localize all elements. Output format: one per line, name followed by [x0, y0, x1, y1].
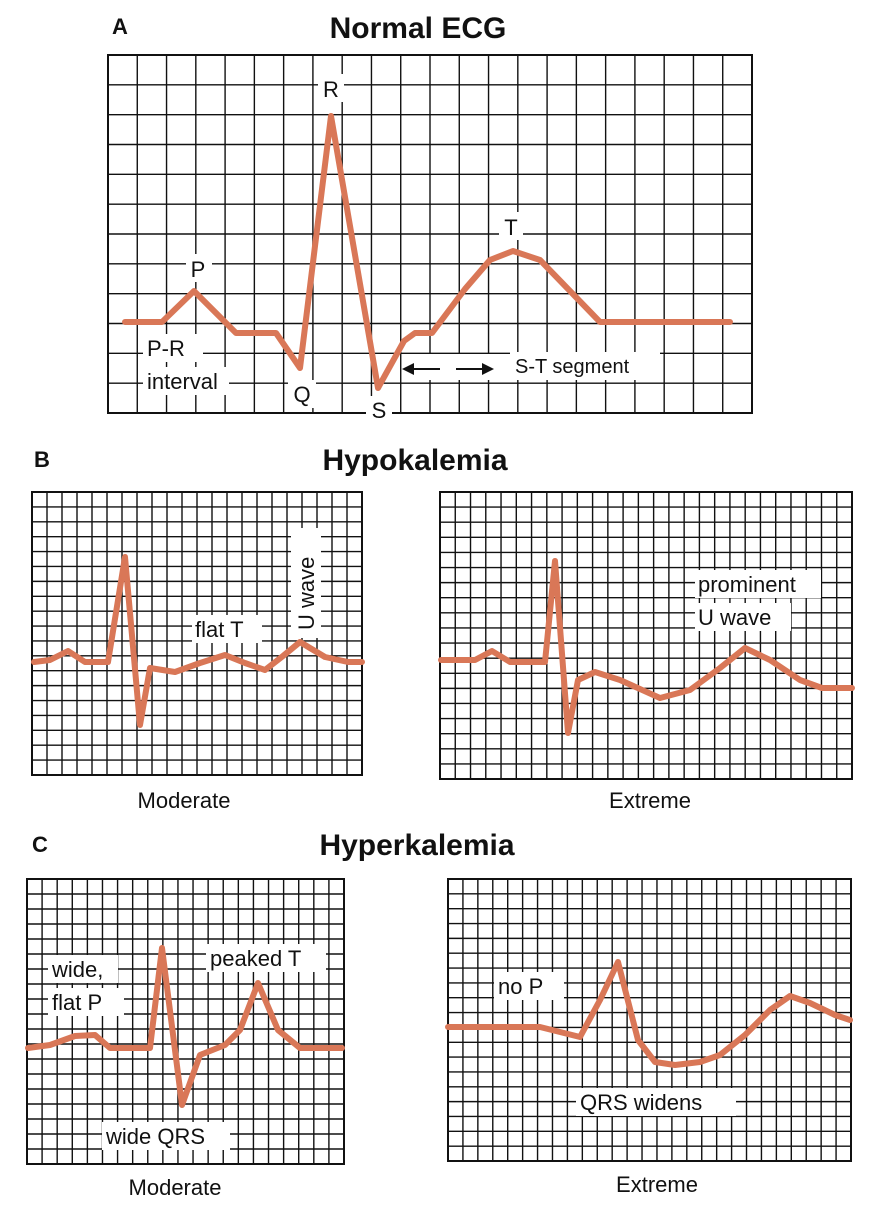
pr-label-bg-1 [143, 334, 203, 362]
panel-b-title: Hypokalemia [322, 444, 507, 477]
hypokalemia-extreme-trace [438, 558, 855, 736]
no-p-label: no P [498, 974, 543, 999]
hyperkalemia-moderate-caption: Moderate [129, 1175, 222, 1200]
pr-interval-label-1: P-R [147, 336, 185, 361]
p-label-bg [186, 254, 212, 282]
s-wave-label: S [372, 398, 387, 423]
wide-p-label-bg-1 [48, 955, 118, 983]
pr-label-bg-2 [143, 367, 229, 395]
r-wave-label: R [323, 77, 339, 102]
prominent-label-bg-1 [695, 570, 821, 598]
wide-qrs-label-bg [102, 1122, 230, 1150]
p-wave-label: P [191, 257, 206, 282]
normal-ecg-trace [122, 113, 733, 391]
st-segment-arrow [402, 363, 494, 375]
panel-c-title: Hyperkalemia [319, 829, 514, 862]
st-segment-label: S-T segment [515, 356, 630, 378]
st-label-bg [510, 352, 660, 380]
wide-flat-p-label-2: flat P [52, 990, 102, 1015]
prominent-u-label-1: prominent [698, 572, 796, 597]
flat-t-label: flat T [195, 617, 244, 642]
qrs-widens-label: QRS widens [580, 1090, 702, 1115]
no-p-label-bg [494, 972, 564, 1000]
panel-c-letter: C [32, 832, 48, 857]
s-label-bg [366, 396, 392, 424]
peaked-t-label: peaked T [210, 946, 301, 971]
panel-a-grid [107, 54, 753, 414]
hypokalemia-moderate-caption: Moderate [138, 788, 231, 813]
wide-qrs-label: wide QRS [105, 1124, 205, 1149]
peaked-t-label-bg [206, 944, 326, 972]
hyperkalemia-extreme-grid [447, 878, 852, 1162]
hyperkalemia-extreme-trace [445, 959, 853, 1068]
hypokalemia-extreme-grid [439, 491, 853, 780]
q-label-bg [288, 380, 316, 408]
u-wave-label-bg [291, 528, 321, 638]
t-wave-label: T [504, 215, 517, 240]
prominent-u-label-2: U wave [698, 605, 771, 630]
prominent-label-bg-2 [695, 603, 791, 631]
pr-interval-label-2: interval [147, 369, 218, 394]
flat-t-label-bg [192, 615, 262, 643]
hyperkalemia-moderate-trace [25, 945, 345, 1108]
qrs-widens-label-bg [576, 1088, 736, 1116]
panel-a-letter: A [112, 14, 128, 39]
u-wave-label: U wave [294, 557, 319, 630]
r-label-bg [318, 74, 344, 102]
panel-b-letter: B [34, 447, 50, 472]
wide-p-label-bg-2 [48, 988, 124, 1016]
hypokalemia-moderate-trace [31, 554, 365, 728]
panel-a-title: Normal ECG [330, 12, 507, 45]
hyperkalemia-moderate-grid [26, 878, 345, 1165]
q-wave-label: Q [293, 382, 310, 407]
t-label-bg [499, 212, 523, 240]
wide-flat-p-label-1: wide, [51, 957, 103, 982]
hypokalemia-extreme-caption: Extreme [609, 788, 691, 813]
hyperkalemia-extreme-caption: Extreme [616, 1172, 698, 1197]
